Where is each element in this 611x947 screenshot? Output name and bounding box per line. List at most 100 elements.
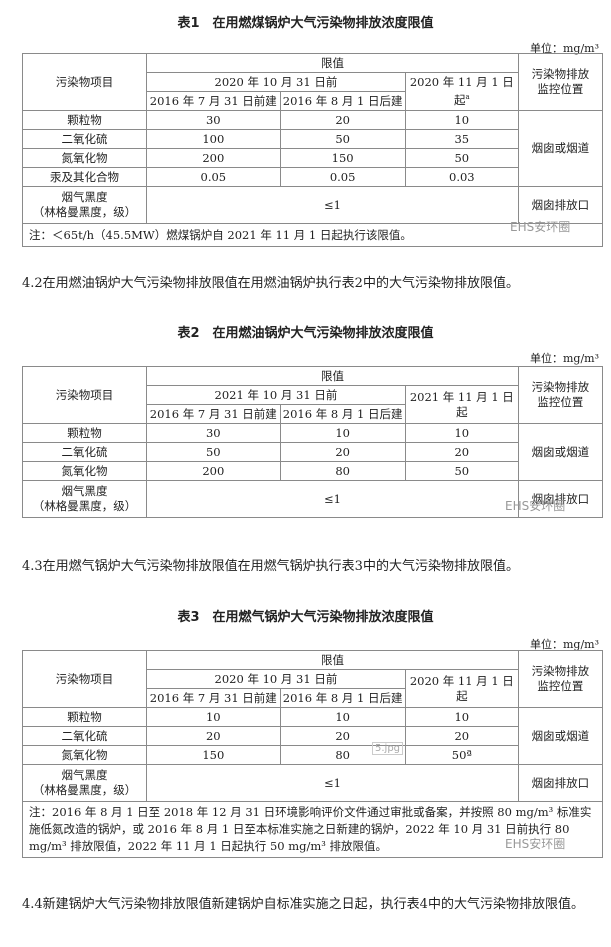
table-3: 污染物项目 限值 污染物排放监控位置 2020 年 10 月 31 日前 2020 年 …: [21, 650, 604, 858]
table-1: 污染物项目 限值 污染物排放监控位置 2020 年 10 月 31 日前 2020 年 …: [21, 53, 604, 247]
cell: 10: [404, 707, 519, 727]
table-title: 表1 在用燃煤锅炉大气污染物排放浓度限值: [177, 16, 434, 31]
cell: 50: [146, 442, 281, 462]
header-after: 2020 年 11 月 1 日起a: [404, 72, 519, 111]
watermark: EHS安环圈: [510, 220, 571, 234]
header-new: 2016 年 8 月 1 日后建: [279, 404, 406, 424]
cell: 20: [404, 726, 519, 746]
header-location: 污染物排放监控位置: [517, 53, 604, 111]
header-new: 2016 年 8 月 1 日后建: [279, 91, 406, 111]
header-old: 2016 年 7 月 31 日前建: [146, 91, 281, 111]
smoke-value: ≤1: [146, 764, 519, 802]
cell: 80: [279, 461, 406, 481]
cell: 200: [146, 461, 281, 481]
cell: 二氧化硫: [21, 129, 148, 149]
cell: 10: [279, 707, 406, 727]
header-new: 2016 年 8 月 1 日后建: [279, 688, 406, 708]
header-after: 2020 年 11 月 1 日起: [404, 669, 519, 708]
unit-label: 单位：mg/m³: [529, 352, 599, 365]
table-row: 颗粒物 30 10 10 烟囱或烟道: [21, 423, 604, 481]
header-item: 污染物项目: [21, 650, 148, 708]
paragraph: 4.2在用燃油锅炉大气污染物排放限值在用燃油锅炉执行表2中的大气污染物排放限值。: [22, 276, 519, 291]
cell: 氮氧化物: [21, 461, 148, 481]
watermark: EHS安环圈: [505, 499, 566, 513]
location-outlet: 烟囱排放口: [517, 186, 604, 224]
smoke-label: 烟气黑度 （林格曼黑度，级）: [21, 764, 148, 802]
header-before: 2020 年 10 月 31 日前: [146, 669, 406, 689]
cell: 200: [146, 148, 281, 168]
cell: 氮氧化物: [21, 148, 148, 168]
table-2: 污染物项目 限值 污染物排放监控位置 2021 年 10 月 31 日前 2021 年 …: [21, 366, 604, 518]
table-row: 二氧化硫 20 20 20: [21, 726, 603, 746]
cell: 50: [279, 129, 406, 149]
table-title: 表3 在用燃气锅炉大气污染物排放浓度限值: [177, 610, 434, 625]
cell: 20: [279, 442, 406, 462]
location-outlet: 烟囱排放口: [517, 764, 604, 802]
header-before: 2021 年 10 月 31 日前: [146, 385, 406, 405]
table-row: 氮氧化物 150 80 50ª: [21, 745, 603, 765]
header-old: 2016 年 7 月 31 日前建: [146, 404, 281, 424]
cell: 10: [146, 707, 281, 727]
image-label: 5.jpg: [372, 742, 404, 755]
cell: 30: [146, 423, 281, 443]
cell: 35: [404, 129, 519, 149]
header-before: 2020 年 10 月 31 日前: [146, 72, 406, 92]
cell: 50: [404, 148, 519, 168]
cell: 汞及其化合物: [21, 167, 148, 187]
cell: 50: [404, 461, 519, 481]
cell: 0.05: [279, 167, 406, 187]
cell: 氮氧化物: [21, 745, 148, 765]
table-title: 表2 在用燃油锅炉大气污染物排放浓度限值: [177, 326, 434, 341]
smoke-value: ≤1: [146, 186, 519, 224]
cell: 150: [146, 745, 281, 765]
cell: 0.03: [404, 167, 519, 187]
cell: 10: [404, 110, 519, 130]
location-flue: 烟囱或烟道: [517, 707, 604, 765]
header-limit: 限值: [146, 53, 519, 73]
cell: 0.05: [146, 167, 281, 187]
cell: 10: [404, 423, 519, 443]
location-flue: 烟囱或烟道: [517, 423, 604, 481]
table-row: 颗粒物 30 20 10 烟囱或烟道: [21, 110, 604, 187]
smoke-label: 烟气黑度 （林格曼黑度，级）: [21, 186, 148, 224]
location-flue: 烟囱或烟道: [517, 110, 604, 187]
header-limit: 限值: [146, 650, 519, 670]
unit-label: 单位：mg/m³: [529, 638, 599, 651]
cell: 30: [146, 110, 281, 130]
table-row: 二氧化硫 100 50 35: [21, 129, 603, 149]
header-item: 污染物项目: [21, 366, 148, 424]
cell: 颗粒物: [21, 423, 148, 443]
table-row: 颗粒物 10 10 10 烟囱或烟道: [21, 707, 604, 765]
table-row: 二氧化硫 50 20 20: [21, 442, 603, 462]
table-note: 注：＜65t/h（45.5MW）燃煤锅炉自 2021 年 11 月 1 日起执行…: [22, 223, 603, 247]
cell: 二氧化硫: [21, 726, 148, 746]
header-item: 污染物项目: [21, 53, 148, 111]
watermark: EHS安环圈: [505, 837, 566, 851]
header-location: 污染物排放监控位置: [517, 366, 604, 424]
cell: 100: [146, 129, 281, 149]
location-outlet: 烟囱排放口: [517, 480, 604, 518]
header-location: 污染物排放监控位置: [517, 650, 604, 708]
unit-label: 单位：mg/m³: [529, 42, 599, 55]
cell: 20: [279, 110, 406, 130]
table-note: 注：2016 年 8 月 1 日至 2018 年 12 月 31 日环境影响评价…: [22, 801, 603, 858]
table-row: 氮氧化物 200 150 50: [21, 148, 603, 168]
header-old: 2016 年 7 月 31 日前建: [146, 688, 281, 708]
cell: 50ª: [404, 745, 519, 765]
table-row: 氮氧化物 200 80 50: [21, 461, 603, 481]
table-row: 汞及其化合物 0.05 0.05 0.03: [21, 167, 603, 187]
paragraph: 4.4新建锅炉大气污染物排放限值新建锅炉自标准实施之日起，执行表4中的大气污染物…: [22, 897, 584, 912]
header-limit: 限值: [146, 366, 519, 386]
cell: 二氧化硫: [21, 442, 148, 462]
cell: 20: [279, 726, 406, 746]
cell: 150: [279, 148, 406, 168]
cell: 20: [404, 442, 519, 462]
cell: 20: [146, 726, 281, 746]
header-after: 2021 年 11 月 1 日起: [404, 385, 519, 424]
cell: 颗粒物: [21, 110, 148, 130]
smoke-value: ≤1: [146, 480, 519, 518]
smoke-label: 烟气黑度 （林格曼黑度，级）: [21, 480, 148, 518]
paragraph: 4.3在用燃气锅炉大气污染物排放限值在用燃气锅炉执行表3中的大气污染物排放限值。: [22, 559, 519, 574]
cell: 颗粒物: [21, 707, 148, 727]
cell: 10: [279, 423, 406, 443]
